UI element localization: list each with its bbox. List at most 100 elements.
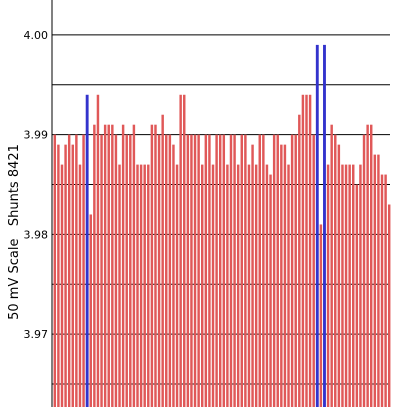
bar bbox=[247, 164, 251, 407]
bar bbox=[60, 164, 64, 407]
bar bbox=[301, 94, 305, 408]
bar bbox=[222, 134, 226, 408]
bar bbox=[366, 124, 369, 407]
bar bbox=[258, 134, 261, 408]
bar bbox=[326, 164, 330, 407]
highlight-bar bbox=[315, 44, 319, 407]
bar bbox=[136, 164, 139, 407]
bar bbox=[179, 94, 182, 408]
y-tick-label: 4.00 bbox=[24, 29, 49, 42]
bar bbox=[359, 164, 362, 407]
bar bbox=[348, 164, 351, 407]
bar bbox=[251, 144, 254, 407]
bar bbox=[75, 134, 78, 408]
bar bbox=[129, 134, 132, 408]
bar bbox=[150, 124, 154, 407]
bar bbox=[236, 164, 240, 407]
highlight-bar bbox=[85, 94, 89, 408]
bar bbox=[298, 114, 301, 407]
bar bbox=[265, 164, 269, 407]
bar bbox=[165, 134, 168, 408]
bar bbox=[89, 214, 92, 407]
bar bbox=[319, 224, 323, 407]
bar bbox=[193, 134, 197, 408]
bar bbox=[218, 134, 222, 408]
bar bbox=[305, 94, 308, 408]
bar bbox=[283, 144, 287, 407]
bar bbox=[53, 134, 57, 408]
bar bbox=[262, 134, 265, 408]
bar bbox=[157, 134, 161, 408]
bar bbox=[341, 164, 344, 407]
y-tick-label: 3.99 bbox=[24, 129, 49, 142]
bar bbox=[57, 144, 60, 407]
bar bbox=[276, 134, 279, 408]
bar bbox=[96, 94, 100, 408]
bar bbox=[208, 134, 211, 408]
bar bbox=[373, 154, 377, 407]
bar bbox=[132, 124, 136, 407]
bar bbox=[186, 134, 190, 408]
bar bbox=[254, 164, 258, 407]
bar bbox=[114, 134, 118, 408]
bar bbox=[362, 134, 366, 408]
bar bbox=[161, 114, 164, 407]
bar bbox=[93, 124, 96, 407]
y-axis-label: 50 mV Scale Shunts 8421 bbox=[7, 144, 22, 320]
bar bbox=[211, 164, 215, 407]
bar bbox=[154, 124, 157, 407]
bar bbox=[67, 134, 71, 408]
highlight-bar bbox=[323, 44, 326, 407]
bar bbox=[71, 144, 74, 407]
bar bbox=[240, 134, 243, 408]
bar bbox=[172, 144, 175, 407]
bar bbox=[175, 164, 179, 407]
bar bbox=[147, 164, 150, 407]
bar bbox=[226, 164, 229, 407]
bar bbox=[370, 124, 373, 407]
bar bbox=[308, 94, 312, 408]
bar bbox=[64, 144, 67, 407]
bar bbox=[377, 154, 380, 407]
bar bbox=[78, 164, 82, 407]
bar bbox=[111, 124, 114, 407]
bar bbox=[82, 134, 85, 408]
bar bbox=[103, 124, 107, 407]
bar bbox=[344, 164, 348, 407]
bar bbox=[204, 134, 208, 408]
bar bbox=[229, 134, 233, 408]
bar bbox=[125, 134, 128, 408]
bar bbox=[190, 134, 193, 408]
bar bbox=[244, 134, 247, 408]
bar bbox=[215, 134, 218, 408]
bar bbox=[233, 134, 236, 408]
bar bbox=[139, 164, 143, 407]
y-tick-label: 3.97 bbox=[24, 328, 49, 341]
bar bbox=[352, 164, 355, 407]
bar bbox=[312, 134, 315, 408]
y-tick-label: 3.98 bbox=[24, 228, 49, 241]
bar bbox=[380, 174, 384, 407]
bar bbox=[294, 134, 297, 408]
bar bbox=[355, 184, 359, 407]
bar bbox=[183, 94, 186, 408]
bar bbox=[334, 134, 337, 408]
bar bbox=[287, 164, 290, 407]
bar bbox=[330, 124, 333, 407]
bar bbox=[280, 144, 283, 407]
bar bbox=[143, 164, 146, 407]
bar bbox=[201, 164, 204, 407]
bar bbox=[387, 204, 391, 407]
bar bbox=[121, 124, 125, 407]
bar bbox=[107, 124, 110, 407]
bar bbox=[197, 134, 200, 408]
bar bbox=[118, 164, 121, 407]
bar bbox=[272, 134, 276, 408]
bar bbox=[384, 174, 387, 407]
bar bbox=[269, 174, 272, 407]
bar bbox=[337, 144, 341, 407]
bar bbox=[168, 134, 172, 408]
bars bbox=[53, 44, 391, 408]
